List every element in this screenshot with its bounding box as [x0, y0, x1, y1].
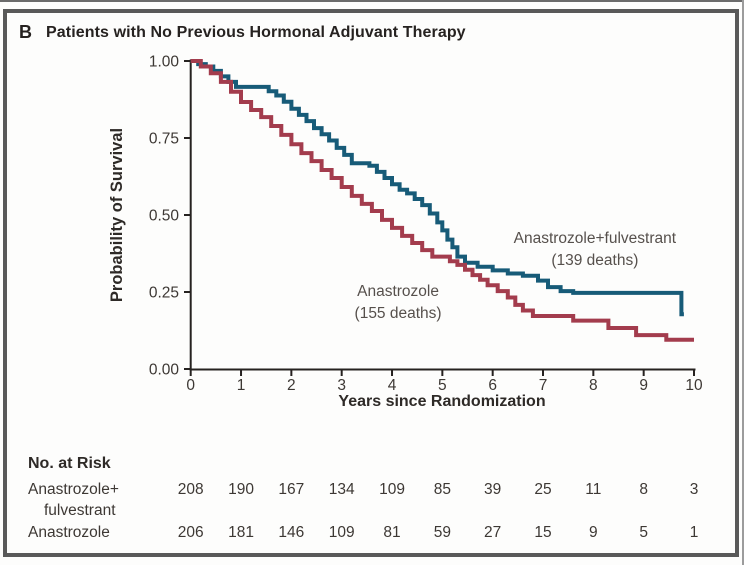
risk-count: 25 — [534, 481, 551, 498]
risk-count: 85 — [434, 481, 451, 498]
risk-count: 59 — [434, 524, 451, 541]
risk-count: 8 — [639, 481, 648, 498]
number-at-risk-table: No. at Risk Anastrozole+ fulvestrant 208 190… — [28, 455, 698, 541]
y-tick-label: 0.75 — [149, 131, 179, 148]
curve-label: (155 deaths) — [355, 305, 442, 322]
y-tick-label: 0.50 — [149, 208, 180, 225]
survival-curves — [190, 59, 694, 342]
x-tick-label: 5 — [438, 377, 447, 394]
y-tick-label: 1.00 — [149, 54, 180, 71]
risk-count: 15 — [534, 524, 551, 541]
risk-count: 39 — [484, 481, 501, 498]
x-tick-label: 7 — [539, 377, 548, 394]
curve-anastrozole — [190, 59, 694, 342]
x-tick-label: 4 — [388, 377, 397, 394]
curve-annotations: Anastrozole+fulvestrant (139 deaths) Anast… — [355, 230, 677, 322]
risk-count: 181 — [228, 524, 254, 541]
x-tick-label: 2 — [287, 377, 296, 394]
y-axis-title: Probability of Survival — [108, 128, 126, 302]
x-tick-label: 6 — [488, 377, 497, 394]
risk-count: 27 — [484, 524, 501, 541]
top-border-remnant — [0, 0, 744, 2]
axis-titles: Probability of Survival Years since Rand… — [108, 128, 546, 410]
risk-count: 167 — [278, 481, 304, 498]
risk-count: 5 — [639, 524, 648, 541]
risk-row-label: Anastrozole — [28, 524, 110, 541]
panel-letter: B — [19, 22, 32, 42]
x-tick-label: 0 — [186, 377, 195, 394]
x-tick-label: 10 — [685, 377, 703, 394]
x-tick-label: 9 — [639, 377, 648, 394]
risk-table-title: No. at Risk — [28, 455, 111, 472]
risk-count: 109 — [329, 524, 355, 541]
risk-count: 208 — [178, 481, 204, 498]
risk-count: 3 — [690, 481, 699, 498]
curve-label: Anastrozole — [357, 283, 439, 300]
risk-count: 146 — [278, 524, 304, 541]
x-tick-label: 1 — [237, 377, 246, 394]
risk-count: 9 — [589, 524, 598, 541]
risk-count: 109 — [379, 481, 405, 498]
risk-count: 134 — [329, 481, 355, 498]
risk-count: 11 — [585, 481, 601, 498]
risk-count: 1 — [690, 524, 699, 541]
axes: 1.00 0.75 0.50 0.25 0.00 0 1 2 3 4 5 6 7 8 9 10 — [149, 54, 703, 395]
x-axis-title: Years since Randomization — [338, 393, 545, 410]
curve-label: (139 deaths) — [551, 252, 638, 269]
y-tick-label: 0.00 — [149, 362, 180, 379]
right-border-remnant — [742, 0, 744, 565]
risk-count: 81 — [383, 524, 400, 541]
risk-count: 190 — [228, 481, 254, 498]
curve-anastrozole-fulvestrant — [190, 59, 684, 317]
risk-row-label: Anastrozole+ — [28, 481, 119, 498]
panel-title: Patients with No Previous Hormonal Adjuv… — [46, 24, 466, 41]
risk-count: 206 — [178, 524, 204, 541]
risk-row-label: fulvestrant — [44, 502, 116, 519]
x-tick-label: 3 — [337, 377, 346, 394]
y-tick-label: 0.25 — [149, 285, 179, 302]
x-tick-label: 8 — [589, 377, 598, 394]
curve-label: Anastrozole+fulvestrant — [514, 230, 677, 247]
